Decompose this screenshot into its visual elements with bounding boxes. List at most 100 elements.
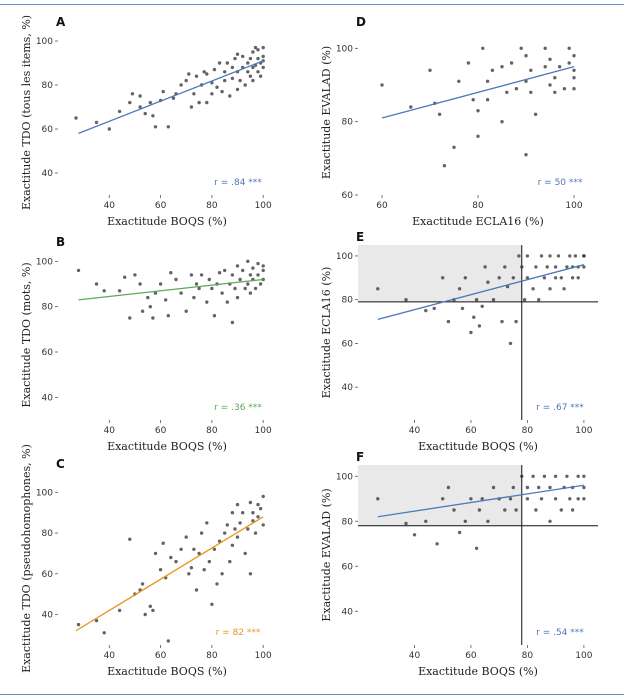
data-point — [212, 314, 217, 318]
y-tick-label: 100 — [36, 257, 53, 267]
data-point — [253, 45, 258, 50]
data-point — [228, 94, 232, 98]
data-point — [529, 90, 533, 95]
y-tick-label: 80 — [42, 81, 54, 91]
data-point — [212, 547, 217, 551]
shaded-region — [358, 245, 522, 302]
data-point — [253, 531, 258, 535]
data-point — [576, 474, 580, 478]
data-point — [539, 497, 544, 501]
data-point — [261, 65, 265, 70]
data-point — [531, 287, 535, 291]
data-point — [457, 287, 462, 291]
data-point — [246, 282, 250, 286]
data-point — [531, 474, 535, 478]
data-point — [243, 286, 247, 291]
data-point — [576, 497, 580, 501]
data-point — [205, 100, 209, 105]
x-tick-label: 100 — [255, 426, 272, 436]
data-point — [511, 276, 515, 280]
data-point — [582, 474, 586, 478]
data-point — [153, 291, 158, 295]
data-point — [557, 65, 562, 69]
regression-line — [377, 264, 585, 321]
x-axis-label: Exactitude BOQS (%) — [107, 665, 227, 678]
data-point — [128, 100, 132, 105]
data-point — [246, 70, 250, 74]
y-tick-label: 80 — [42, 529, 54, 539]
data-point — [199, 531, 204, 535]
data-point — [457, 79, 461, 84]
data-point — [380, 83, 384, 87]
data-point — [220, 291, 224, 295]
data-point — [151, 114, 155, 118]
regression-line — [78, 60, 264, 135]
data-point — [74, 116, 78, 120]
y-axis-label: Exactitude TDO (pseudohomophones, %) — [20, 444, 33, 673]
data-point — [545, 265, 549, 269]
x-tick-label: 100 — [255, 201, 272, 211]
data-point — [548, 57, 552, 61]
data-point — [486, 280, 490, 284]
data-point — [169, 271, 173, 275]
data-point — [514, 508, 518, 512]
y-tick-label: 100 — [336, 44, 353, 54]
data-point — [446, 319, 451, 324]
data-point — [230, 76, 235, 81]
regression-line — [381, 66, 575, 119]
data-point — [187, 572, 191, 576]
data-point — [117, 289, 122, 293]
x-axis-label: Exactitude BOQS (%) — [107, 215, 227, 228]
data-point — [446, 485, 451, 490]
data-point — [568, 254, 572, 258]
data-point — [225, 300, 229, 304]
data-point — [202, 70, 206, 74]
data-point — [469, 497, 473, 501]
data-point — [548, 519, 552, 523]
data-point — [567, 61, 571, 65]
data-point — [246, 259, 250, 263]
y-tick-label: 80 — [342, 296, 354, 306]
x-tick-label: 80 — [522, 426, 534, 436]
y-tick-label: 60 — [342, 339, 354, 349]
data-point — [233, 286, 237, 291]
data-point — [217, 271, 222, 275]
data-point — [248, 74, 253, 78]
data-point — [570, 508, 575, 512]
data-point — [205, 521, 209, 525]
y-axis-label: Exactitude ECLA16 (%) — [320, 267, 333, 399]
y-tick-label: 100 — [336, 252, 353, 262]
data-point — [140, 582, 145, 586]
data-point — [187, 72, 191, 76]
data-point — [376, 497, 380, 501]
data-point — [582, 485, 586, 490]
x-tick-label: 60 — [155, 426, 167, 436]
data-point — [225, 61, 229, 65]
data-point — [491, 298, 496, 302]
data-point — [248, 572, 253, 576]
data-point — [223, 70, 227, 74]
data-point — [524, 153, 528, 157]
data-point — [522, 298, 527, 302]
data-point — [235, 52, 240, 56]
x-tick-label: 80 — [206, 651, 218, 661]
data-point — [138, 282, 142, 286]
data-point — [194, 74, 199, 78]
data-point — [534, 265, 538, 269]
data-point — [567, 46, 571, 50]
data-point — [572, 76, 576, 80]
data-point — [463, 519, 467, 523]
data-point — [230, 65, 235, 70]
data-point — [261, 268, 265, 273]
regression-line — [377, 484, 584, 518]
x-tick-label: 80 — [206, 426, 218, 436]
data-point — [258, 74, 263, 78]
data-point — [251, 78, 255, 83]
data-point — [442, 164, 447, 168]
data-point — [509, 61, 514, 65]
data-point — [409, 105, 413, 109]
y-tick-label: 60 — [342, 562, 354, 572]
